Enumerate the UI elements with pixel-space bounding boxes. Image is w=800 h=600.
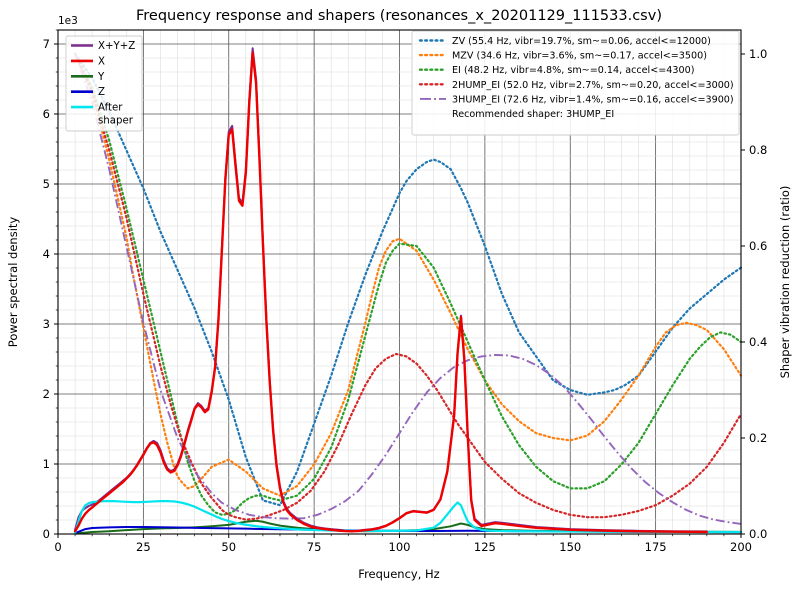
y2-tick-label: 0.2 — [749, 431, 767, 445]
y2-tick-label: 1.0 — [749, 47, 767, 61]
y-tick-label: 5 — [43, 177, 50, 191]
y2-tick-label: 0.6 — [749, 239, 767, 253]
shaper-curve-mzv — [73, 52, 743, 497]
x-tick-label: 0 — [54, 540, 61, 554]
y-tick-label: 7 — [43, 37, 50, 51]
x-tick-label: 125 — [474, 540, 496, 554]
shaper-curve-zv — [73, 52, 743, 507]
y2-tick-label: 0.8 — [749, 143, 767, 157]
tick-labels: 0 25 50 75 100 125 150 175 200 0 1 2 3 4 5 6 7 0.0 0.2 0.4 0… — [43, 37, 768, 554]
page-title: Frequency response and shapers (resonanc… — [136, 8, 662, 24]
legend-label-aftershaper: shaper — [98, 116, 134, 127]
psd-curve-x — [73, 51, 709, 534]
axes-frame — [54, 29, 745, 538]
shaper-curve-3hump_ei — [74, 53, 742, 525]
recommended-shaper-note: Recommended shaper: 3HUMP_EI — [452, 109, 614, 120]
legend-label-zv: ZV (55.4 Hz, vibr=19.7%, sm~=0.06, accel… — [452, 36, 711, 47]
x-tick-label: 25 — [136, 540, 151, 554]
legend-label-mzv: MZV (34.6 Hz, vibr=3.6%, sm~=0.17, accel… — [452, 51, 707, 62]
x-axis-label: Frequency, Hz — [358, 567, 439, 581]
y-tick-label: 0 — [43, 527, 50, 541]
y-tick-label: 4 — [43, 247, 50, 261]
legend-label-aftershaper: After — [98, 103, 123, 114]
legend-label-y: Y — [97, 72, 105, 83]
x-tick-label: 100 — [389, 540, 411, 554]
legend-layer: ZV (55.4 Hz, vibr=19.7%, sm~=0.06, accel… — [65, 30, 740, 136]
y2-tick-label: 0.4 — [749, 335, 767, 349]
legend-label-3hump_ei: 3HUMP_EI (72.6 Hz, vibr=1.4%, sm~=0.16, … — [452, 94, 734, 105]
x-tick-label: 50 — [221, 540, 236, 554]
legend-label-z: Z — [98, 87, 105, 98]
legend-label-xyz: X+Y+Z — [98, 41, 135, 52]
legend-label-ei: EI (48.2 Hz, vibr=4.8%, sm~=0.14, accel<… — [452, 65, 694, 76]
x-tick-label: 150 — [559, 540, 581, 554]
x-tick-label: 175 — [645, 540, 667, 554]
x-tick-label: 75 — [307, 540, 322, 554]
y-tick-label: 1 — [43, 457, 50, 471]
legend-label-2hump_ei: 2HUMP_EI (52.0 Hz, vibr=2.7%, sm~=0.20, … — [452, 80, 734, 91]
y-tick-label: 3 — [43, 317, 50, 331]
y-tick-label: 6 — [43, 107, 50, 121]
y-tick-label: 2 — [43, 387, 50, 401]
x-tick-label: 200 — [730, 540, 752, 554]
y-exponent-label: 1e3 — [58, 15, 78, 27]
psd-curve-aftershaper — [73, 500, 743, 535]
data-layer — [73, 47, 743, 535]
y-axis-label: Power spectral density — [6, 217, 20, 348]
y2-tick-label: 0.0 — [749, 527, 767, 541]
y2-axis-label: Shaper vibration reduction (ratio) — [778, 186, 792, 379]
shaper-curve-2hump_ei — [73, 52, 743, 521]
legend-label-x: X — [98, 56, 105, 67]
